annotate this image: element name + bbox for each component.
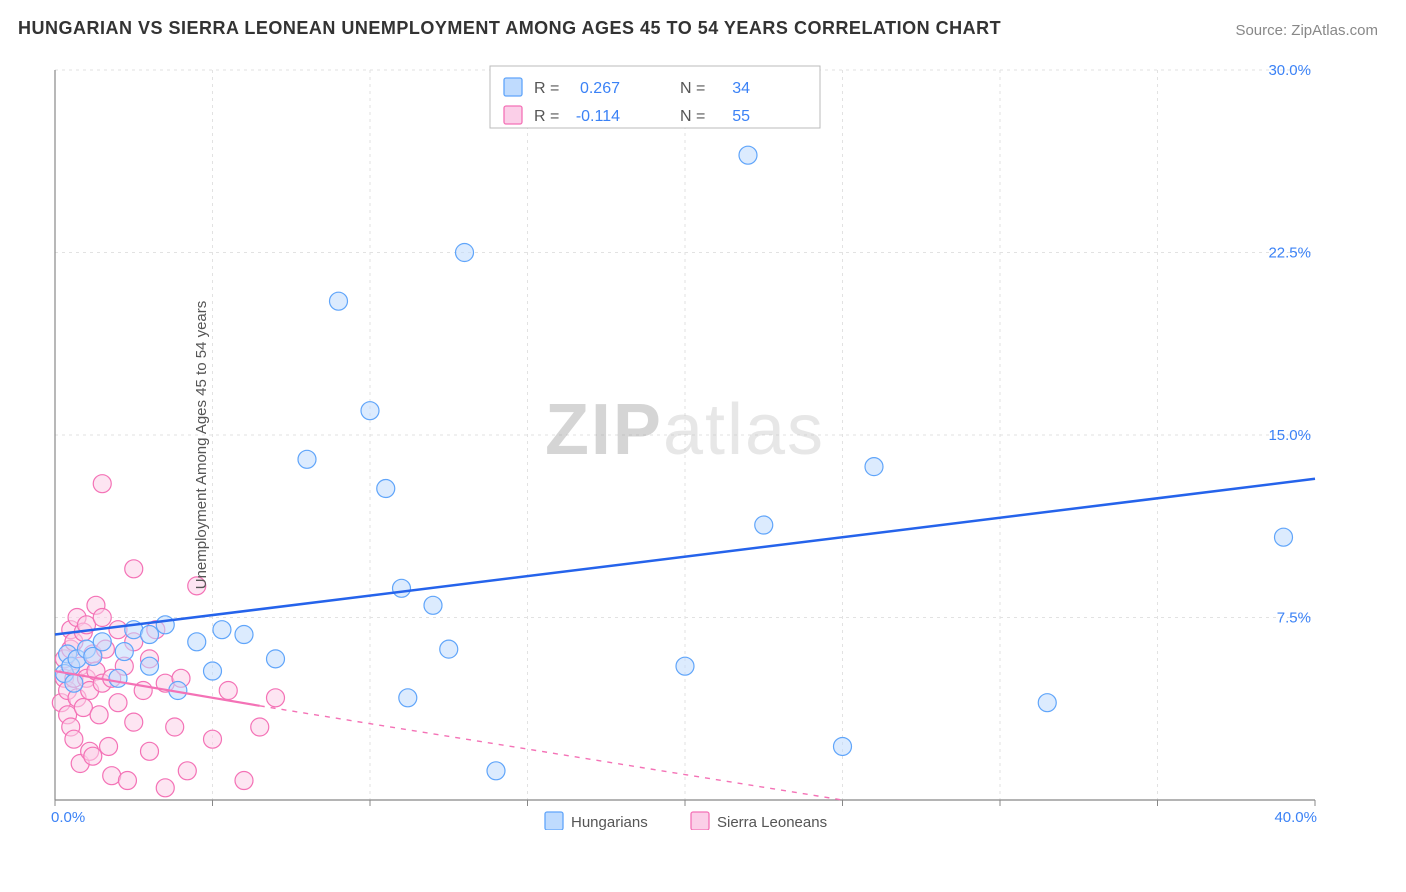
svg-text:15.0%: 15.0% bbox=[1268, 427, 1311, 444]
svg-text:Sierra Leoneans: Sierra Leoneans bbox=[717, 814, 827, 830]
svg-text:22.5%: 22.5% bbox=[1268, 245, 1311, 262]
y-axis-label: Unemployment Among Ages 45 to 54 years bbox=[193, 301, 210, 590]
chart-container: HUNGARIAN VS SIERRA LEONEAN UNEMPLOYMENT… bbox=[0, 0, 1406, 892]
svg-text:R =: R = bbox=[534, 80, 559, 97]
plot-area: Unemployment Among Ages 45 to 54 years Z… bbox=[45, 60, 1325, 830]
svg-text:7.5%: 7.5% bbox=[1277, 610, 1311, 627]
svg-text:Hungarians: Hungarians bbox=[571, 814, 648, 830]
svg-text:34: 34 bbox=[732, 80, 750, 97]
source-attribution: Source: ZipAtlas.com bbox=[1235, 22, 1378, 39]
svg-text:N =: N = bbox=[680, 108, 705, 125]
svg-text:-0.114: -0.114 bbox=[576, 108, 620, 125]
svg-text:0.267: 0.267 bbox=[580, 80, 620, 97]
scatter-chart: 7.5% 15.0% 22.5% 30.0% 0.0% 40.0% Hungarians Si… bbox=[45, 60, 1325, 830]
svg-text:40.0%: 40.0% bbox=[1274, 809, 1317, 826]
svg-text:0.0%: 0.0% bbox=[51, 809, 85, 826]
svg-text:55: 55 bbox=[732, 108, 750, 125]
chart-title: HUNGARIAN VS SIERRA LEONEAN UNEMPLOYMENT… bbox=[18, 18, 1001, 39]
svg-text:30.0%: 30.0% bbox=[1268, 62, 1311, 79]
svg-text:N =: N = bbox=[680, 80, 705, 97]
svg-text:R =: R = bbox=[534, 108, 559, 125]
